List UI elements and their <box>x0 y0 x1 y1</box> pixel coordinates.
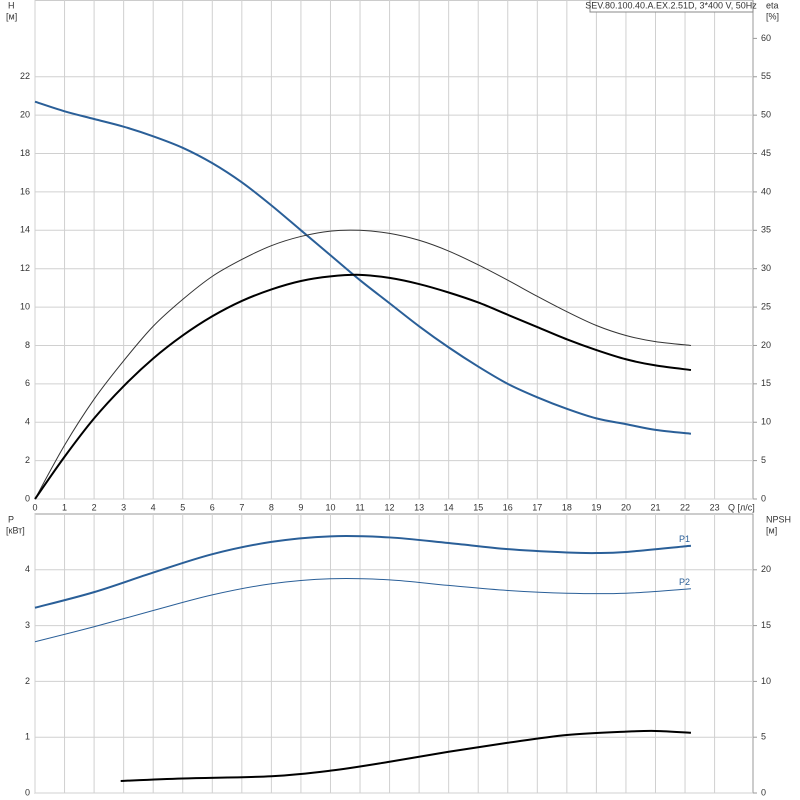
x-tick-label: 2 <box>92 502 97 512</box>
series-line <box>34 535 692 609</box>
y-tick-label: 4 <box>25 564 30 574</box>
x-tick-label: 19 <box>591 502 601 512</box>
y2-tick-label: 60 <box>761 33 771 43</box>
y2-tick-label: 30 <box>761 263 771 273</box>
y2-tick-label: 5 <box>761 455 766 465</box>
x-tick-label: 7 <box>239 502 244 512</box>
y-tick-label: 1 <box>25 732 30 742</box>
y2-tick-label: 50 <box>761 110 771 120</box>
y2-axis-label: NPSH <box>766 514 791 524</box>
y-tick-label: 20 <box>20 110 30 120</box>
y-tick-label: 4 <box>25 417 30 427</box>
y-tick-label: 10 <box>20 301 30 311</box>
y-axis-label: P <box>8 514 14 524</box>
x-tick-label: 6 <box>210 502 215 512</box>
x-tick-label: 3 <box>121 502 126 512</box>
series-line <box>34 100 692 435</box>
y2-tick-label: 15 <box>761 378 771 388</box>
y2-tick-label: 15 <box>761 620 771 630</box>
x-tick-label: 14 <box>444 502 454 512</box>
x-tick-label: 5 <box>180 502 185 512</box>
title-box <box>589 0 754 13</box>
x-tick-label: 10 <box>325 502 335 512</box>
y-tick-label: 6 <box>25 378 30 388</box>
y-tick-label: 18 <box>20 148 30 158</box>
series-label: P1 <box>679 534 690 544</box>
plot-frame <box>34 0 754 500</box>
y-tick-label: 16 <box>20 186 30 196</box>
x-tick-label: 23 <box>710 502 720 512</box>
x-axis-label: Q [л/с] <box>728 502 755 512</box>
y-tick-label: 22 <box>20 71 30 81</box>
y2-tick-label: 10 <box>761 676 771 686</box>
y2-tick-label: 0 <box>761 787 766 797</box>
y-axis-label: H <box>8 0 15 10</box>
y2-tick-label: 20 <box>761 340 771 350</box>
x-tick-label: 9 <box>298 502 303 512</box>
y2-tick-label: 40 <box>761 186 771 196</box>
y2-axis-label: eta <box>766 0 779 10</box>
y-tick-label: 2 <box>25 455 30 465</box>
y2-tick-label: 10 <box>761 417 771 427</box>
x-tick-label: 18 <box>562 502 572 512</box>
y-tick-label: 8 <box>25 340 30 350</box>
y2-tick-label: 0 <box>761 493 766 503</box>
series-label: P2 <box>679 577 690 587</box>
x-tick-label: 11 <box>355 502 364 512</box>
y2-tick-label: 35 <box>761 225 771 235</box>
x-tick-label: 8 <box>269 502 274 512</box>
y-tick-label: 0 <box>25 493 30 503</box>
y2-axis-unit: [м] <box>766 525 777 535</box>
x-tick-label: 1 <box>62 502 67 512</box>
y2-axis-unit: [%] <box>766 11 779 21</box>
series-line <box>34 229 692 500</box>
x-tick-label: 16 <box>503 502 513 512</box>
series-line <box>34 577 691 643</box>
x-tick-label: 20 <box>621 502 631 512</box>
x-tick-label: 15 <box>473 502 483 512</box>
y-tick-label: 12 <box>20 263 30 273</box>
series-line <box>34 273 692 500</box>
x-tick-label: 17 <box>532 502 542 512</box>
y2-tick-label: 5 <box>761 732 766 742</box>
y-tick-label: 2 <box>25 676 30 686</box>
y2-tick-label: 45 <box>761 148 771 158</box>
plot-frame <box>34 513 754 794</box>
y-axis-unit: [кВт] <box>6 525 25 535</box>
y2-tick-label: 55 <box>761 71 771 81</box>
series-line <box>120 729 692 782</box>
x-tick-label: 13 <box>414 502 424 512</box>
x-tick-label: 22 <box>680 502 690 512</box>
y-tick-label: 0 <box>25 787 30 797</box>
chart-title: SEV.80.100.40.A.EX.2.51D, 3*400 V, 50Hz <box>585 0 757 10</box>
x-tick-label: 21 <box>650 502 660 512</box>
y-axis-unit: [м] <box>6 11 17 21</box>
x-tick-label: 12 <box>385 502 395 512</box>
x-tick-label: 4 <box>151 502 156 512</box>
y2-tick-label: 25 <box>761 301 771 311</box>
y-tick-label: 3 <box>25 620 30 630</box>
y-tick-label: 14 <box>20 225 30 235</box>
y2-tick-label: 20 <box>761 564 771 574</box>
x-tick-label: 0 <box>32 502 37 512</box>
